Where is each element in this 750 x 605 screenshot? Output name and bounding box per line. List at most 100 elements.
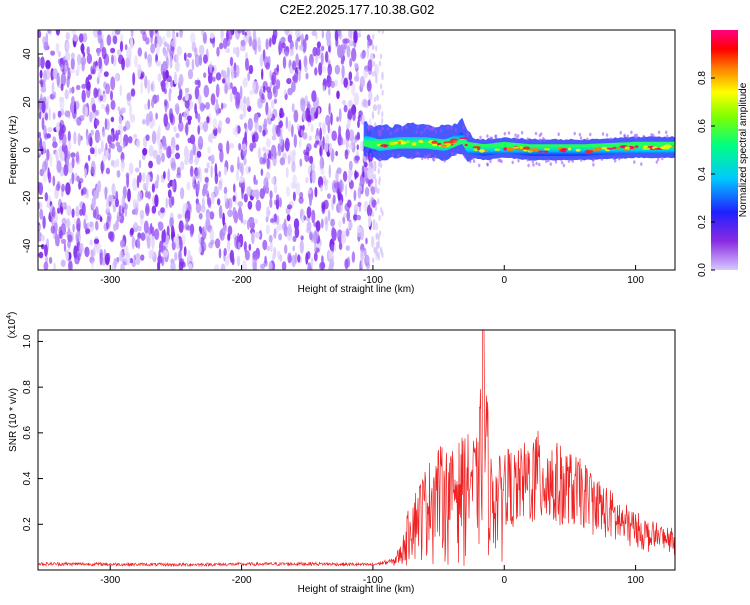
x-tick-label: -300 (100, 275, 120, 286)
noise-speckle (90, 129, 94, 136)
band-fringe (549, 162, 552, 166)
noise-speckle (333, 244, 337, 252)
y-tick-label: 20 (22, 96, 33, 108)
noise-speckle (285, 116, 288, 129)
noise-speckle (306, 206, 312, 219)
noise-speckle (268, 234, 273, 243)
noise-speckle (100, 160, 104, 175)
noise-speckle (135, 253, 141, 265)
noise-speckle (295, 38, 299, 51)
band-fringe (463, 154, 467, 159)
noise-speckle (254, 120, 259, 131)
noise-speckle (351, 82, 356, 97)
noise-speckle (40, 56, 45, 69)
noise-speckle (117, 106, 121, 112)
noise-speckle (374, 222, 379, 231)
noise-speckle (60, 83, 64, 91)
noise-speckle (281, 42, 286, 49)
noise-speckle (365, 254, 370, 265)
noise-speckle (93, 189, 97, 201)
noise-speckle (313, 251, 318, 262)
band-fringe (543, 138, 546, 142)
noise-speckle (206, 116, 210, 124)
noise-speckle (166, 225, 170, 236)
noise-speckle (300, 98, 306, 112)
noise-speckle (379, 104, 382, 111)
noise-speckle (101, 46, 107, 60)
noise-speckle (131, 209, 136, 215)
noise-speckle (176, 166, 181, 176)
noise-speckle (293, 218, 300, 230)
noise-speckle (218, 142, 223, 152)
noise-speckle (364, 186, 370, 197)
noise-speckle (161, 152, 165, 163)
noise-speckle (247, 71, 251, 82)
noise-speckle (192, 174, 195, 187)
noise-speckle (136, 175, 140, 189)
noise-speckle (162, 249, 169, 258)
noise-speckle (65, 249, 69, 262)
noise-speckle (44, 192, 48, 202)
noise-speckle (357, 32, 362, 38)
noise-speckle (133, 254, 137, 261)
noise-speckle (156, 154, 162, 165)
noise-speckle (89, 147, 95, 155)
band-fringe (657, 130, 661, 135)
band-fringe (538, 162, 541, 167)
band-fringe (450, 125, 453, 130)
noise-speckle (110, 100, 116, 110)
band-fringe (365, 152, 369, 157)
y-tick-label: -40 (22, 238, 33, 253)
band-hotspot (561, 148, 567, 153)
noise-speckle (273, 98, 277, 104)
noise-speckle (244, 250, 251, 261)
noise-speckle (110, 47, 116, 54)
noise-speckle (180, 161, 185, 171)
noise-speckle (377, 188, 380, 194)
noise-speckle (44, 112, 49, 121)
noise-speckle (218, 120, 223, 128)
noise-speckle (338, 125, 342, 138)
noise-speckle (136, 237, 140, 249)
noise-speckle (107, 134, 112, 145)
noise-speckle (327, 193, 331, 199)
noise-speckle (142, 147, 148, 156)
noise-speckle (222, 212, 226, 226)
noise-speckle (302, 110, 306, 120)
noise-speckle (223, 82, 229, 95)
band-fringe (416, 125, 419, 129)
noise-speckle (163, 49, 168, 57)
band-fringe (554, 160, 558, 164)
band-fringe (469, 159, 472, 164)
noise-speckle (119, 132, 123, 146)
noise-speckle (115, 141, 121, 147)
noise-speckle (248, 216, 255, 224)
noise-speckle (278, 197, 282, 208)
y-tick-label: -20 (22, 190, 33, 205)
noise-speckle (178, 113, 182, 124)
noise-speckle (314, 67, 318, 76)
noise-speckle (81, 89, 86, 103)
noise-speckle (315, 107, 319, 119)
noise-speckle (60, 259, 66, 268)
top-x-ticks: -300 -200 -100 0 100 (100, 265, 644, 286)
noise-speckle (293, 134, 297, 148)
noise-speckle (372, 257, 375, 264)
noise-speckle (209, 60, 213, 73)
colorbar-ticks: 0.0 0.2 0.4 0.6 0.8 (697, 71, 715, 277)
noise-speckle (140, 80, 143, 95)
noise-speckle (38, 225, 41, 231)
noise-speckle (253, 218, 259, 224)
noise-speckle (110, 90, 113, 101)
noise-speckle (232, 195, 236, 202)
noise-speckle (147, 79, 151, 87)
noise-speckle (91, 68, 95, 75)
y-multiplier-label: (x104) (6, 312, 18, 339)
noise-speckle (40, 243, 45, 250)
noise-speckle (353, 189, 357, 202)
noise-speckle (357, 215, 361, 221)
noise-speckle (52, 141, 58, 149)
noise-speckle (134, 55, 138, 68)
noise-speckle (269, 190, 273, 200)
